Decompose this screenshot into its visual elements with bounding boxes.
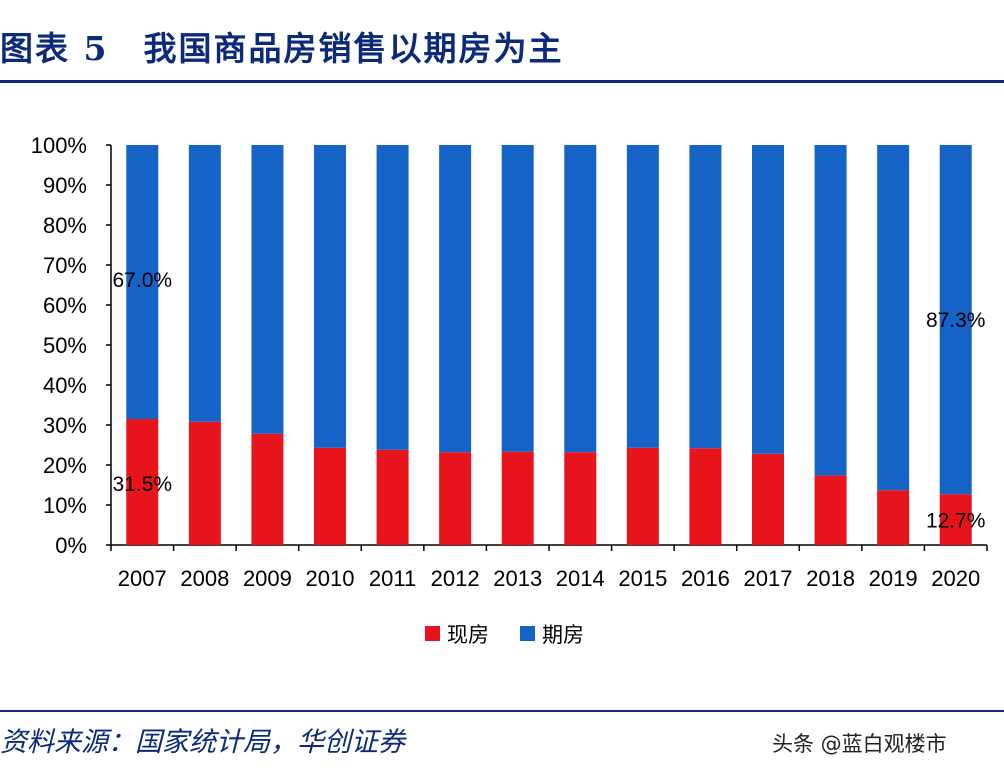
legend-swatch-spot [425, 626, 440, 641]
bar-presale-2007 [126, 145, 159, 419]
x-tick-label: 2014 [556, 566, 605, 591]
data-label-2020-presale: 87.3% [926, 309, 986, 332]
bar-spot-2012 [439, 452, 472, 545]
bar-spot-2009 [251, 433, 284, 545]
x-tick-label: 2013 [493, 566, 542, 591]
x-tick-label: 2007 [118, 566, 167, 591]
x-tick-label: 2011 [369, 566, 416, 591]
y-tick-label: 60% [43, 293, 87, 318]
x-tick-label: 2012 [431, 566, 480, 591]
data-label-2007-presale: 67.0% [113, 269, 173, 292]
y-tick-label: 40% [43, 373, 87, 398]
bar-spot-2010 [314, 447, 346, 545]
bar-spot-2018 [814, 475, 847, 545]
bar-presale-2012 [439, 145, 472, 453]
bar-spot-2014 [564, 452, 597, 545]
x-tick-label: 2008 [180, 566, 229, 591]
stacked-bar-chart: 0% 10% 20% 30% 40% 50% 60% 70% 80% 90% 100% 2007 200… [31, 133, 988, 647]
x-tick-label: 2010 [306, 566, 355, 591]
bar-presale-2011 [376, 145, 409, 450]
y-tick-label: 10% [43, 493, 87, 518]
bar-spot-2020 [939, 494, 972, 545]
y-tick-label: 30% [43, 413, 87, 438]
source-note: 资料来源：国家统计局，华创证券 [0, 727, 405, 758]
x-tick-label: 2016 [681, 566, 730, 591]
bar-spot-2017 [752, 453, 784, 545]
legend-swatch-presale [520, 626, 535, 641]
y-tick-label: 100% [31, 133, 87, 158]
bar-presale-2017 [752, 145, 784, 454]
bar-presale-2020 [939, 145, 972, 495]
bar-spot-2013 [501, 451, 534, 545]
y-tick-label: 90% [43, 173, 87, 198]
data-label-2007-spot: 31.5% [113, 473, 173, 496]
y-tick-label: 0% [55, 533, 87, 558]
x-tick-label: 2020 [931, 566, 980, 591]
footer-divider [0, 710, 1004, 712]
x-tick-label: 2017 [744, 566, 793, 591]
y-tick-label: 20% [43, 453, 87, 478]
y-tick-label: 80% [43, 213, 87, 238]
bar-presale-2015 [626, 145, 659, 448]
data-label-2020-spot: 12.7% [926, 509, 986, 532]
bar-spot-2011 [376, 449, 409, 545]
bar-presale-2008 [188, 145, 221, 422]
y-tick-label: 50% [43, 333, 87, 358]
title-divider [0, 80, 1004, 83]
x-tick-label: 2015 [618, 566, 667, 591]
bar-presale-2009 [251, 145, 284, 434]
bar-presale-2010 [314, 145, 346, 448]
bar-presale-2019 [877, 145, 910, 491]
x-tick-label: 2009 [243, 566, 292, 591]
y-tick-label: 70% [43, 253, 87, 278]
bar-presale-2014 [564, 145, 597, 453]
bar-spot-2015 [626, 447, 659, 545]
x-tick-label: 2019 [869, 566, 918, 591]
bar-spot-2007 [126, 419, 159, 545]
chart-title: 图表 5 我国商品房销售以期房为主 [0, 29, 564, 68]
bar-spot-2016 [689, 448, 722, 545]
legend-label-spot: 现房 [447, 623, 489, 647]
bar-presale-2013 [501, 145, 534, 452]
x-tick-label: 2018 [806, 566, 855, 591]
bar-presale-2016 [689, 145, 722, 449]
legend-label-presale: 期房 [542, 623, 584, 647]
bar-spot-2019 [877, 490, 910, 545]
bar-presale-2018 [814, 145, 847, 476]
watermark: 头条 @蓝白观楼市 [772, 732, 947, 756]
bar-spot-2008 [188, 421, 221, 545]
